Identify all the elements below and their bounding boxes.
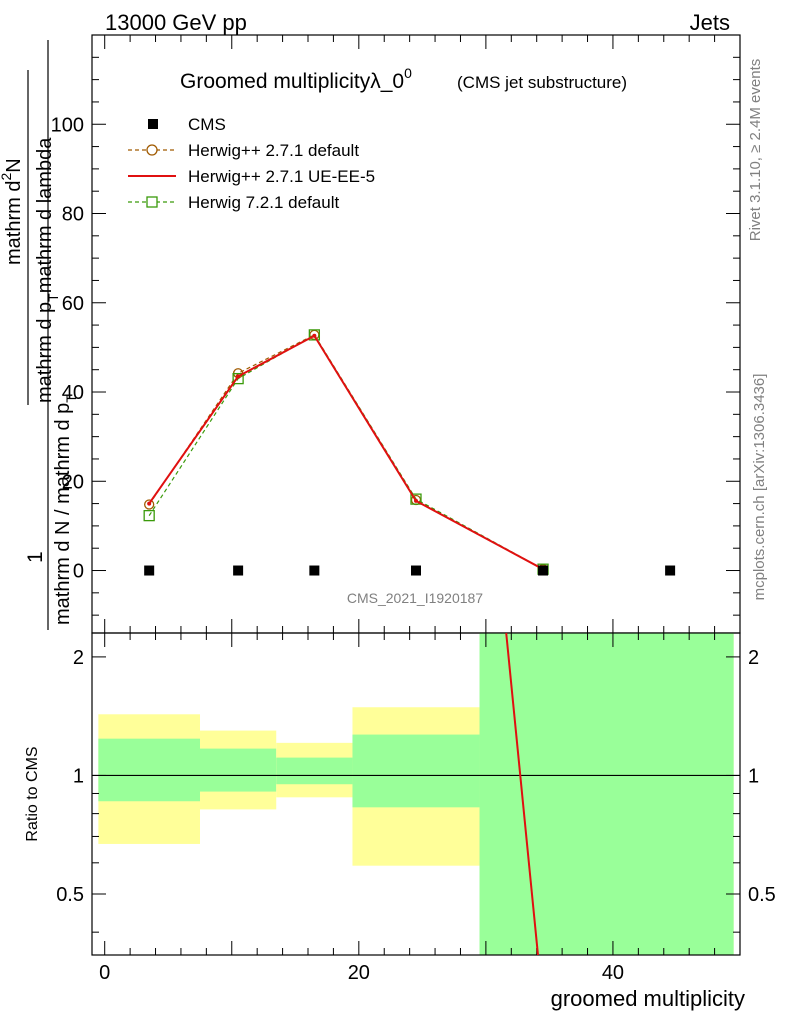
ratio-lines-group [92, 632, 740, 956]
data-point [147, 501, 152, 506]
legend: CMS Herwig++ 2.7.1 default Herwig++ 2.7.1 … [128, 115, 375, 212]
rivet-version-label: Rivet 3.1.10, ≥ 2.4M events [747, 59, 764, 242]
ylabel-numerator: mathrm d2N [0, 158, 25, 265]
ratio-y-tick-label: 2 [73, 647, 84, 669]
ratio-y-tick-label: 1 [73, 765, 84, 787]
header-process-label: 13000 GeV pp [105, 10, 247, 35]
main-y-tick-label: 20 [62, 471, 84, 493]
legend-label: Herwig++ 2.7.1 default [188, 141, 359, 160]
legend-entry: Herwig 7.2.1 default [128, 193, 339, 212]
data-point [232, 372, 244, 385]
main-series-group [143, 329, 676, 576]
series-line [148, 334, 544, 571]
main-y-tick-label: 0 [73, 561, 84, 583]
legend-label: Herwig++ 2.7.1 UE-EE-5 [188, 167, 375, 186]
data-point [665, 565, 676, 576]
x-tick-label: 40 [602, 962, 624, 984]
series-3 [143, 329, 549, 575]
legend-swatch [148, 119, 158, 129]
ratio-y-tick-label-right: 2 [748, 647, 759, 669]
x-tick-label: 0 [99, 962, 110, 984]
data-point [144, 565, 155, 576]
ratio-band-green [352, 734, 480, 808]
main-y-axis-label: 1 mathrm d N / mathrm d pT mathrm d2N ma… [0, 40, 79, 630]
ylabel-numerator-denominator: mathrm d pTmathrm d lambda [34, 137, 61, 403]
ratio-y-tick-label-right: 0.5 [748, 884, 776, 906]
main-y-tick-label: 40 [62, 382, 84, 404]
ratio-y-tick-label: 0.5 [56, 884, 84, 906]
data-point [233, 565, 244, 576]
main-y-tick-label: 80 [62, 204, 84, 226]
data-point [309, 565, 320, 576]
legend-entry: Herwig++ 2.7.1 default [128, 141, 359, 160]
ratio-plot-frame [91, 632, 741, 956]
ratio-y-axis-label: Ratio to CMS [24, 746, 41, 841]
ylabel-denominator: mathrm d N / mathrm d pT [52, 394, 79, 625]
main-y-tick-label: 60 [62, 293, 84, 315]
legend-entry: CMS [148, 115, 226, 134]
legend-label: CMS [188, 115, 226, 134]
legend-marker [146, 144, 158, 156]
data-point [143, 509, 155, 522]
ratio-band-green [276, 757, 353, 785]
series-1 [144, 329, 549, 575]
series-line [148, 334, 544, 570]
main-y-axis-ticks: 0 20 40 60 80 100 [51, 34, 741, 633]
series-2 [147, 333, 546, 572]
ratio-y-tick-label-right: 1 [748, 765, 759, 787]
legend-marker [146, 196, 158, 208]
mcplots-reference-label: mcplots.cern.ch [arXiv:1306.3436] [751, 374, 768, 601]
analysis-watermark: CMS_2021_I1920187 [347, 590, 483, 606]
x-axis-label: groomed multiplicity [551, 986, 745, 1011]
legend-label: Herwig 7.2.1 default [188, 193, 339, 212]
ratio-series-line [505, 632, 539, 956]
ratio-band-green [200, 748, 277, 792]
data-point [236, 374, 241, 379]
ylabel-prefix: 1 [24, 551, 47, 563]
ratio-uncertainty-bands [98, 633, 734, 955]
data-point [538, 565, 549, 576]
data-point [308, 329, 321, 341]
header-category-label: Jets [690, 10, 730, 35]
ratio-band-green [479, 633, 734, 955]
series-0 [144, 565, 676, 576]
data-point [410, 493, 422, 505]
data-point [312, 333, 317, 338]
x-tick-label: 20 [348, 962, 370, 984]
data-point [414, 498, 418, 503]
chart-title: Groomed multiplicityλ_00 [180, 65, 412, 93]
data-point [411, 565, 421, 576]
ratio-band-green [98, 738, 200, 802]
main-y-tick-label: 100 [51, 114, 84, 136]
data-point [144, 499, 155, 510]
chart-subtitle: (CMS jet substructure) [457, 73, 627, 92]
legend-entry: Herwig++ 2.7.1 UE-EE-5 [128, 167, 375, 186]
series-line [148, 334, 544, 570]
